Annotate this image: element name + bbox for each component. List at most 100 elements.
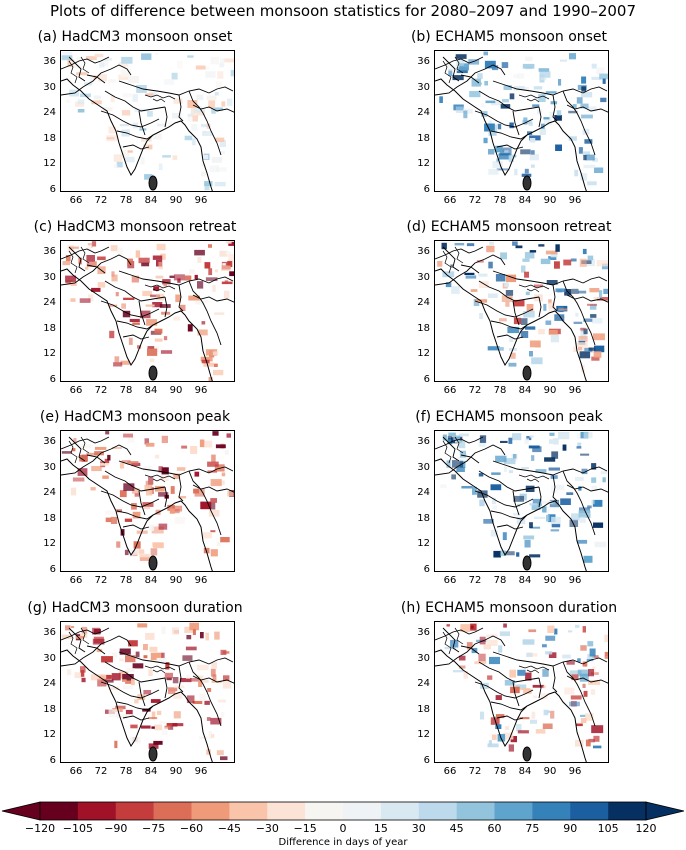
data-cell: [577, 669, 590, 677]
map-hadcm3-onset: [60, 50, 235, 192]
data-cell: [209, 165, 219, 173]
data-cell: [478, 439, 486, 447]
border-line: [138, 490, 146, 516]
river-line: [442, 631, 452, 655]
data-cell: [548, 467, 560, 471]
x-tick-label: 72: [468, 385, 482, 396]
data-cell: [215, 107, 223, 111]
data-cell: [554, 261, 560, 269]
border-line: [68, 56, 86, 82]
data-cell: [589, 648, 596, 657]
data-cell: [175, 294, 181, 303]
data-cell: [77, 109, 85, 113]
data-cell: [146, 490, 153, 496]
data-cell: [483, 519, 494, 524]
colorbar-tick-label: −60: [179, 822, 204, 835]
data-cell: [150, 652, 163, 661]
y-tick-label: 30: [43, 653, 56, 664]
data-cell: [107, 454, 111, 461]
data-cell: [558, 308, 568, 311]
y-tick-label: 6: [49, 184, 56, 195]
data-cell: [131, 678, 135, 686]
data-cell: [155, 275, 164, 279]
data-cell: [564, 687, 575, 695]
data-cell: [517, 730, 529, 734]
border-line: [538, 677, 542, 699]
border-line: [100, 490, 160, 508]
colorbar-segment: [229, 802, 268, 820]
colorbar-segment: [191, 802, 230, 820]
data-cell: [545, 91, 557, 94]
data-cell: [134, 493, 140, 497]
data-cell: [161, 467, 169, 475]
data-cell: [446, 460, 451, 468]
data-cell: [493, 550, 501, 558]
data-cell: [546, 514, 550, 522]
data-cell: [502, 532, 507, 541]
data-cell: [600, 97, 607, 103]
data-cell: [516, 552, 520, 557]
data-cell: [120, 69, 131, 77]
data-cell: [504, 150, 509, 153]
data-cell: [155, 485, 165, 492]
data-cell: [566, 492, 574, 495]
y-tick-label: 12: [417, 729, 430, 740]
data-cell: [178, 496, 187, 499]
data-cell: [220, 712, 225, 718]
data-cell: [215, 444, 226, 449]
x-tick-label: 72: [94, 195, 108, 206]
border-line: [435, 254, 506, 286]
river-line: [518, 474, 550, 480]
data-cell: [591, 76, 602, 80]
data-cell: [94, 451, 104, 456]
data-cell: [489, 656, 500, 665]
data-cell: [201, 321, 206, 325]
data-cell: [163, 283, 167, 287]
data-cell: [488, 120, 493, 124]
data-cell: [562, 444, 567, 451]
data-cell: [216, 750, 224, 756]
data-cell: [81, 677, 86, 683]
border-line: [61, 246, 110, 260]
data-cell: [483, 644, 491, 650]
data-cell: [144, 438, 149, 445]
data-cell: [580, 327, 586, 331]
data-cell: [123, 483, 135, 491]
border-line: [474, 490, 534, 508]
data-cell: [463, 108, 473, 114]
data-cell: [576, 342, 588, 347]
data-cell: [143, 644, 148, 651]
border-line: [562, 661, 596, 727]
data-cell: [522, 639, 535, 645]
border-line: [208, 86, 234, 94]
data-cell: [176, 467, 186, 471]
data-cell: [103, 60, 108, 67]
data-cell: [113, 164, 118, 169]
data-cell: [579, 516, 586, 523]
data-cell: [127, 461, 139, 465]
data-cell: [463, 110, 468, 119]
data-cell: [578, 486, 582, 491]
border-line: [538, 106, 542, 128]
data-cell: [140, 156, 145, 165]
data-cell: [73, 438, 77, 442]
data-cell: [150, 294, 160, 298]
panel-c: (c) HadCM3 monsoon retreat 36 30 24 18 12 6 66…: [10, 219, 260, 404]
data-cell: [160, 253, 166, 260]
data-cell: [200, 171, 206, 177]
data-cell: [128, 640, 138, 647]
y-tick-label: 18: [417, 133, 430, 144]
data-cell: [445, 282, 452, 288]
data-cell: [124, 549, 129, 556]
data-cell: [523, 688, 532, 694]
data-cell: [152, 542, 164, 547]
data-cell: [484, 81, 488, 86]
data-cell: [505, 290, 514, 296]
border-line: [61, 436, 110, 450]
data-cell: [161, 626, 166, 635]
border-line: [562, 470, 596, 536]
data-cell: [575, 739, 584, 747]
data-cell: [504, 680, 515, 686]
data-cell: [94, 446, 107, 450]
data-cell: [214, 92, 219, 96]
